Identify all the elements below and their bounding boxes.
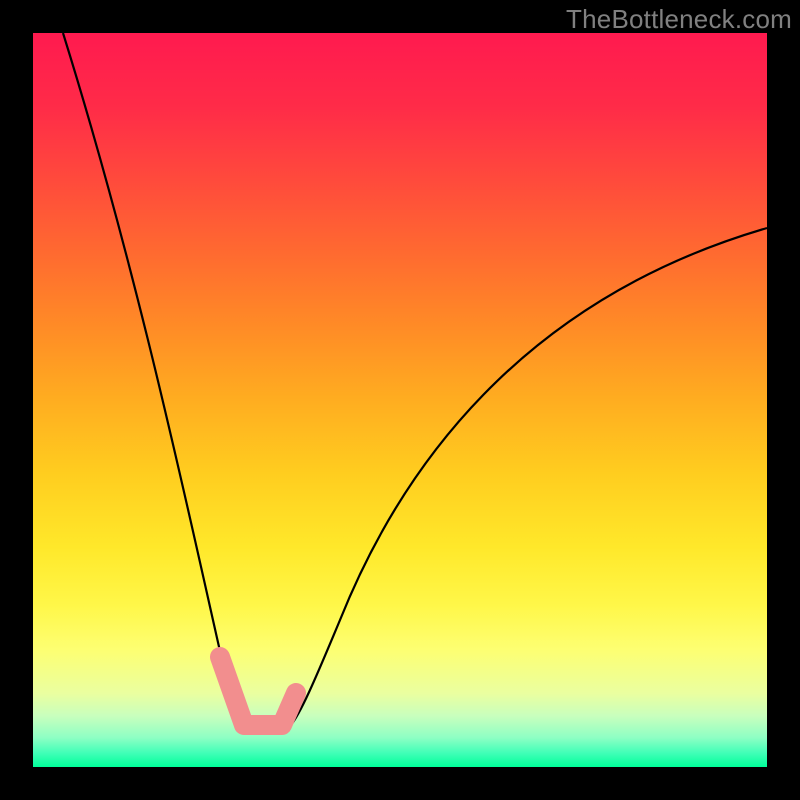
chart-canvas: TheBottleneck.com: [0, 0, 800, 800]
bottleneck-chart: [0, 0, 800, 800]
watermark-text: TheBottleneck.com: [566, 0, 800, 35]
plot-background-gradient: [33, 33, 767, 767]
